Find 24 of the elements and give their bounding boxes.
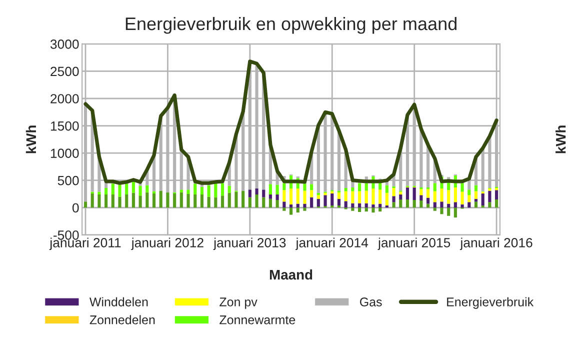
y-tick-label: 2000: [50, 94, 79, 104]
y-tick-label: 500: [58, 176, 79, 186]
x-axis-title: Maand: [270, 269, 312, 280]
legend-label: Zon pv: [220, 298, 258, 309]
legend-label: Winddelen: [89, 297, 148, 306]
legend-label: Zonnewarmte: [220, 316, 296, 324]
y-tick-label: 2500: [50, 66, 79, 76]
x-tick-label: januari 2016: [460, 238, 532, 250]
y-tick-label: -500: [53, 230, 79, 240]
x-tick-label: januari 2014: [295, 238, 368, 250]
x-tick-label: januari 2012: [131, 238, 204, 250]
y-tick-label: 1000: [50, 148, 79, 158]
y2-axis-title: kWh: [556, 126, 566, 154]
y-axis-title: kWh: [26, 126, 36, 154]
x-tick-label: januari 2011: [49, 238, 121, 250]
x-tick-label: januari 2015: [378, 238, 450, 250]
y-tick-label: 0: [72, 203, 79, 213]
legend-label: Energieverbruik: [447, 297, 534, 309]
chart-title: Energieverbruik en opwekking per maand: [126, 16, 456, 34]
y-tick-label: 1500: [50, 121, 79, 131]
y-tick-label: 3000: [50, 40, 79, 49]
legend-label: Zonnedelen: [90, 315, 155, 324]
legend-label: Gas: [360, 298, 382, 306]
x-tick-label: januari 2013: [213, 238, 286, 250]
